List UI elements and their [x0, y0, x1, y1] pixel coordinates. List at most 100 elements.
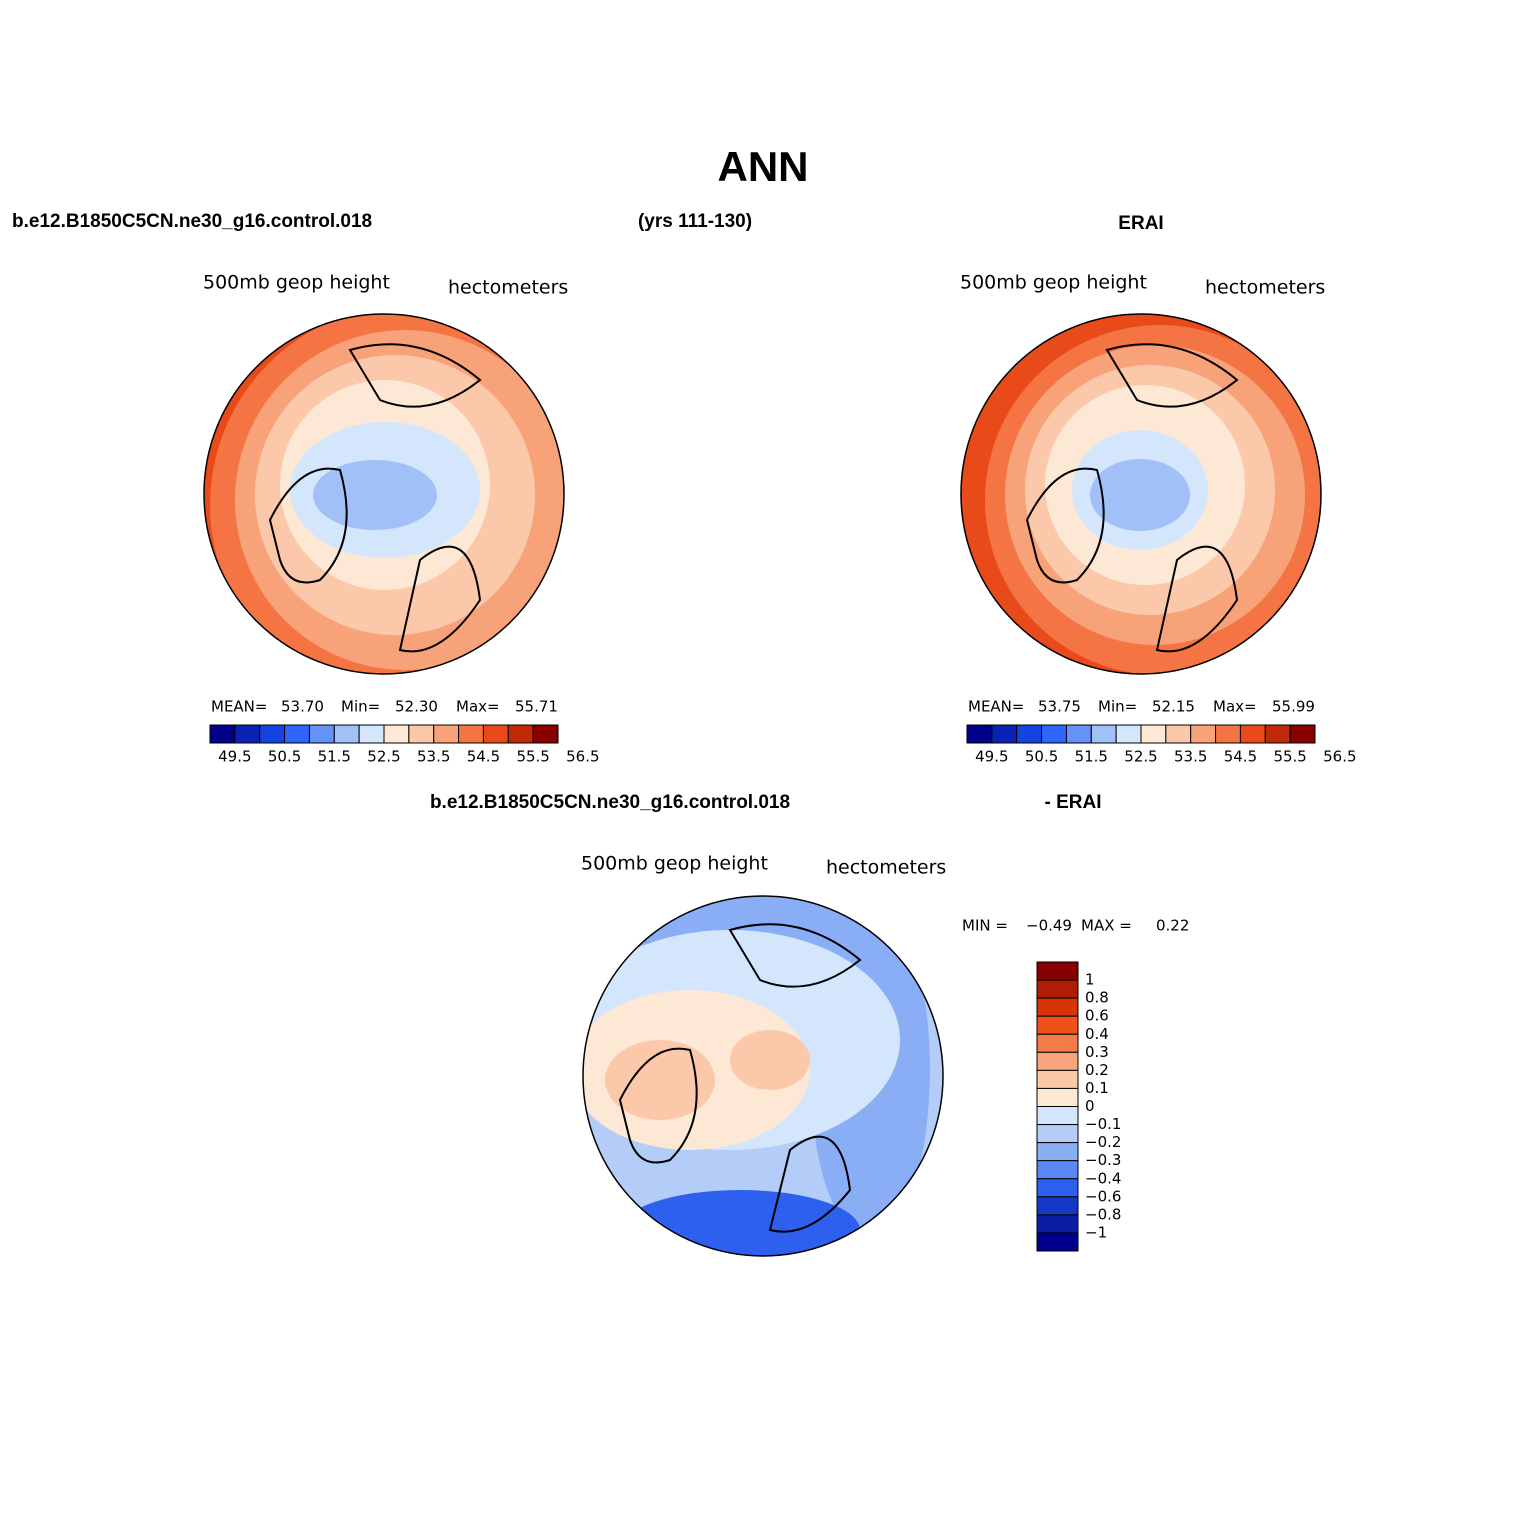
years: (yrs 111-130) — [638, 211, 752, 232]
case-name: b.e12.B1850C5CN.ne30_g16.control.018 — [430, 792, 790, 813]
colorbar-box — [1036, 1015, 1079, 1035]
colorbar-label: 0.6 — [1085, 1007, 1109, 1025]
colorbar-label: 0.1 — [1085, 1079, 1109, 1097]
colorbar-box — [1090, 724, 1117, 744]
stat-label: MIN = — [962, 917, 1008, 935]
stat-label: MAX = — [1081, 917, 1132, 935]
stat-label: Min= — [341, 698, 380, 716]
colorbar-box — [1215, 724, 1241, 744]
stat-label: MEAN= — [968, 698, 1024, 716]
colorbar-label: 49.5 — [975, 748, 1008, 766]
colorbar-box — [1036, 961, 1079, 981]
colorbar-box — [259, 724, 286, 744]
colorbar-box — [284, 724, 310, 744]
field-name: 500mb geop height — [960, 272, 1147, 294]
colorbar-box — [433, 724, 460, 744]
colorbar-label: 55.5 — [516, 748, 549, 766]
stat-label: MEAN= — [211, 698, 267, 716]
colorbar-box — [333, 724, 360, 744]
stat-value: −0.49 — [1026, 917, 1072, 935]
stat-value: 0.22 — [1156, 917, 1189, 935]
colorbar-box — [308, 724, 335, 744]
colorbar-label: 56.5 — [566, 748, 599, 766]
colorbar-label: 52.5 — [367, 748, 400, 766]
colorbar-label: 56.5 — [1323, 748, 1356, 766]
colorbar-label: 49.5 — [218, 748, 251, 766]
colorbar-label: 0.4 — [1085, 1025, 1109, 1043]
colorbar-box — [1036, 979, 1079, 999]
colorbar-label: 50.5 — [268, 748, 301, 766]
colorbar-box — [1289, 724, 1316, 744]
units: hectometers — [448, 277, 568, 299]
map — [204, 314, 564, 674]
colorbar-box — [1264, 724, 1291, 744]
stat-value: 53.70 — [281, 698, 324, 716]
colorbar-box — [1140, 724, 1167, 744]
colorbar-box — [991, 724, 1018, 744]
map-border — [960, 313, 1322, 675]
stat-value: 55.71 — [515, 698, 558, 716]
colorbar-box — [358, 724, 385, 744]
colorbar-box — [1036, 1033, 1079, 1053]
colorbar-box — [1165, 724, 1192, 744]
stat-value: 53.75 — [1038, 698, 1081, 716]
colorbar-label: 0.2 — [1085, 1061, 1109, 1079]
colorbar-box — [1036, 1124, 1079, 1144]
colorbar-box — [507, 724, 534, 744]
colorbar-box — [408, 724, 435, 744]
stat-label: Min= — [1098, 698, 1137, 716]
colorbar-box — [1036, 1196, 1079, 1216]
stat-label: Max= — [456, 698, 500, 716]
colorbar-label: 54.5 — [467, 748, 500, 766]
colorbar-box — [383, 724, 410, 744]
colorbar-box — [234, 724, 261, 744]
colorbar-box — [1190, 724, 1217, 744]
units: hectometers — [826, 857, 946, 879]
colorbar-box — [458, 724, 484, 744]
colorbar-label: 0 — [1085, 1097, 1095, 1115]
colorbar-label: 52.5 — [1124, 748, 1157, 766]
colorbar-label: −0.6 — [1085, 1187, 1121, 1205]
field-name: 500mb geop height — [203, 272, 390, 294]
colorbar-label: 51.5 — [1075, 748, 1108, 766]
map — [961, 314, 1321, 674]
colorbar-label: −0.1 — [1085, 1115, 1121, 1133]
colorbar-label: 0.3 — [1085, 1043, 1109, 1061]
colorbar-box — [1036, 1051, 1079, 1071]
case-name: ERAI — [1118, 213, 1163, 234]
colorbar-box — [1036, 1106, 1079, 1126]
colorbar-box — [209, 724, 236, 744]
colorbar-label: 54.5 — [1224, 748, 1257, 766]
colorbar-label: 50.5 — [1025, 748, 1058, 766]
colorbar-label: −1 — [1085, 1223, 1107, 1241]
field-name: 500mb geop height — [581, 853, 768, 875]
colorbar-box — [1036, 1069, 1079, 1089]
colorbar-label: −0.3 — [1085, 1151, 1121, 1169]
stat-label: Max= — [1213, 698, 1257, 716]
colorbar-label: 53.5 — [417, 748, 450, 766]
colorbar-label: −0.8 — [1085, 1205, 1121, 1223]
stat-value: 55.99 — [1272, 698, 1315, 716]
colorbar-box — [966, 724, 993, 744]
map-border — [582, 895, 944, 1257]
colorbar-box — [1036, 997, 1079, 1017]
units: hectometers — [1205, 277, 1325, 299]
colorbar-label: 55.5 — [1273, 748, 1306, 766]
colorbar-box — [1036, 1160, 1079, 1180]
colorbar-box — [1016, 724, 1043, 744]
colorbar-label: 0.8 — [1085, 989, 1109, 1007]
colorbar-box — [1239, 724, 1266, 744]
title: ANN — [718, 143, 809, 190]
colorbar-box — [1036, 1087, 1079, 1107]
colorbar-box — [1036, 1232, 1079, 1252]
colorbar-box — [532, 724, 559, 744]
colorbar-label: −0.2 — [1085, 1133, 1121, 1151]
colorbar-label: 1 — [1085, 971, 1095, 989]
stat-value: 52.15 — [1152, 698, 1195, 716]
colorbar-box — [1036, 1178, 1079, 1198]
colorbar-box — [1036, 1214, 1079, 1234]
case-name: - ERAI — [1045, 792, 1102, 813]
colorbar-box — [1065, 724, 1092, 744]
colorbar-box — [1036, 1142, 1079, 1162]
